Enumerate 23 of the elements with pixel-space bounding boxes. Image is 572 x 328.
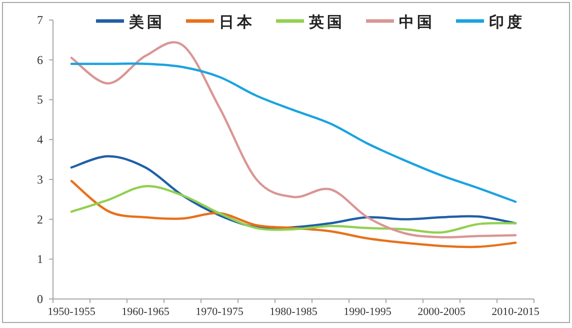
legend-label: 美国 xyxy=(128,13,165,31)
x-tick-label: 1990-1995 xyxy=(344,306,392,318)
line-series xyxy=(70,180,517,248)
y-tick-label: 4 xyxy=(37,132,43,147)
legend-label: 英国 xyxy=(308,14,345,31)
x-tick-label: 1960-1965 xyxy=(122,306,170,318)
x-tick-label: 2000-2005 xyxy=(418,306,466,318)
line-series xyxy=(70,185,517,234)
x-tick-label: 1970-1975 xyxy=(196,306,244,318)
y-tick-label: 2 xyxy=(37,212,43,226)
y-tick-label: 6 xyxy=(37,52,43,67)
y-tick-label: 0 xyxy=(37,292,43,306)
line-series xyxy=(70,62,517,203)
legend-label: 印度 xyxy=(489,13,525,31)
y-tick-label: 7 xyxy=(37,13,43,27)
legend-label: 日本 xyxy=(219,14,255,31)
legend-label: 中国 xyxy=(399,14,435,31)
y-tick-label: 3 xyxy=(37,172,43,186)
y-tick-label: 1 xyxy=(37,252,43,266)
x-tick-label: 2010-2015 xyxy=(492,306,540,318)
y-tick-label: 5 xyxy=(37,92,43,107)
x-tick-label: 1950-1955 xyxy=(48,306,96,318)
x-tick-label: 1980-1985 xyxy=(270,306,318,318)
